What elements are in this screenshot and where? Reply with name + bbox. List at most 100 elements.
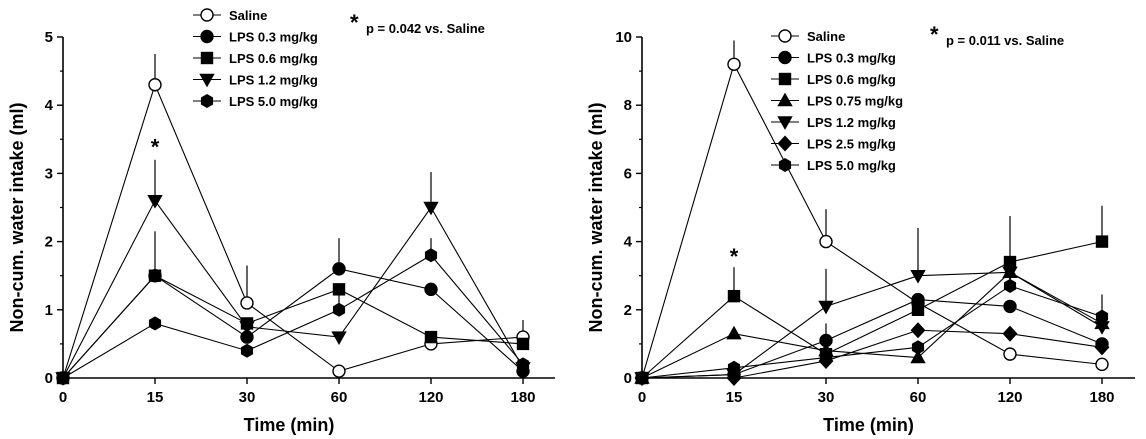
legend-label: LPS 5.0 mg/kg [807,158,896,173]
data-point [423,201,439,216]
legend-marker [200,29,214,44]
series-line [641,241,1103,379]
data-point [148,316,162,331]
data-point [148,269,162,282]
legend-label: LPS 5.0 mg/kg [229,94,318,109]
data-point [1095,357,1109,372]
y-tick-label: 2 [624,302,632,319]
y-tick-label: 2 [45,234,53,251]
x-tick-label: 30 [239,389,256,406]
data-point [1002,266,1018,281]
x-tick-label: 60 [331,389,348,406]
data-point [1003,299,1017,314]
legend-marker [778,29,792,43]
data-point [332,302,346,317]
legend-item-saline: Saline [193,8,267,23]
y-tick-label: 6 [624,165,632,182]
data-point [635,370,649,386]
y-tick-label: 0 [624,370,632,387]
data-point [1095,309,1109,324]
y-tick-label: 4 [45,97,54,114]
x-tick-label: 180 [510,389,535,406]
x-tick-label: 180 [1089,389,1114,406]
significance-star: * [730,244,739,269]
y-tick-label: 4 [624,234,633,251]
data-point [424,330,438,344]
data-point [910,322,926,339]
left-chart-panel: 0 1 2 3 4 5 0 15 30 60 120 180 Time (min) Non-cum. wa… [7,8,555,435]
legend-marker [777,92,793,107]
series-line [641,285,1103,379]
x-tick-label: 0 [59,389,67,406]
legend-label: LPS 1.2 mg/kg [807,115,896,130]
series-lps-1-2-mg-kg [634,227,1110,386]
legend-label: LPS 0.6 mg/kg [807,72,896,87]
series-line [62,275,524,379]
data-point [424,282,438,297]
y-tick-label: 0 [45,370,53,387]
significance-note-star: * [930,22,939,47]
legend-label: LPS 1.2 mg/kg [229,73,318,88]
legend-marker [200,51,214,65]
significance-note-star: * [350,10,359,35]
right-chart-panel: 0 2 4 6 8 10 0 15 30 60 120 180 Time (min) Non-cum. w… [586,22,1135,435]
x-axis-title: Time (min) [823,415,914,435]
legend-marker [199,73,215,88]
data-point [331,331,347,346]
legend-item-lps-2-5-mg-kg: LPS 2.5 mg/kg [771,135,896,152]
x-axis-title: Time (min) [244,415,335,435]
series-line [641,299,1103,379]
legend-item-lps-5-0-mg-kg: LPS 5.0 mg/kg [193,93,318,109]
legend-item-lps-1-2-mg-kg: LPS 1.2 mg/kg [771,115,896,130]
legend-marker [778,50,792,65]
legend-marker [777,135,793,152]
legend-item-lps-1-2-mg-kg: LPS 1.2 mg/kg [193,73,318,88]
data-point [239,321,255,335]
data-point [516,337,530,351]
data-point [516,357,530,372]
x-tick-label: 0 [638,389,646,406]
legend-item-saline: Saline [771,29,845,44]
data-point [727,289,741,303]
data-point [240,343,254,358]
legend-item-lps-0-75-mg-kg: LPS 0.75 mg/kg [771,92,903,109]
significance-note: p = 0.042 vs. Saline [366,21,485,36]
data-point [424,248,438,263]
legend-label: Saline [807,29,845,44]
data-point [819,234,833,249]
legend-label: LPS 0.75 mg/kg [807,94,903,109]
legend-marker [200,8,214,22]
series-lps-5-0-mg-kg [56,238,530,386]
data-point [910,349,926,364]
data-point [1002,325,1018,342]
data-point [910,270,926,284]
legend-label: LPS 0.6 mg/kg [229,51,318,66]
series-lps-5-0-mg-kg [635,278,1109,386]
legend-marker [778,72,792,86]
x-tick-label: 15 [726,389,743,406]
series-line [641,271,1103,379]
series-line [62,268,524,379]
legend-item-lps-0-3-mg-kg: LPS 0.3 mg/kg [771,51,896,66]
legend-label: LPS 0.3 mg/kg [229,30,318,45]
legend-label: LPS 2.5 mg/kg [807,137,896,152]
x-tick-label: 60 [910,389,927,406]
x-tick-label: 15 [147,389,164,406]
y-axis-title: Non-cum. water intake (ml) [7,102,27,332]
data-point [1003,347,1017,361]
data-point [911,340,925,355]
x-tick-label: 30 [818,389,835,406]
y-axis-title: Non-cum. water intake (ml) [586,102,606,332]
significance-star: * [151,135,160,160]
x-tick-label: 120 [418,389,443,406]
data-point [56,370,70,386]
y-tick-label: 3 [45,165,53,182]
y-tick-label: 10 [615,29,632,46]
legend-item-lps-0-3-mg-kg: LPS 0.3 mg/kg [193,30,318,45]
series-lps-1-2-mg-kg [55,159,531,386]
legend-marker [200,93,214,109]
legend-marker [778,157,792,173]
data-point [332,262,346,276]
legend-marker [777,116,793,130]
